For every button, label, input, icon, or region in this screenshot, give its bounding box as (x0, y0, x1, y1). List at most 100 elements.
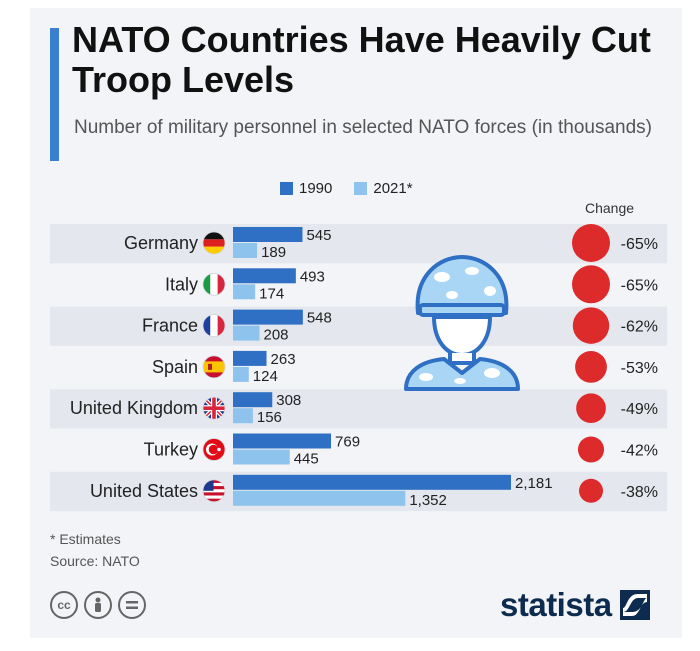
flag-part (203, 498, 225, 502)
value-label-1990-germany: 545 (306, 227, 331, 244)
row-background (50, 389, 667, 429)
category-label-italy: Italy (165, 274, 198, 294)
bar-2021-united-kingdom (233, 408, 253, 424)
flag-part (203, 246, 225, 254)
footnote: * Estimates Source: NATO (50, 528, 140, 572)
bar-2021-united-states (233, 490, 406, 506)
value-label-1990-france: 548 (307, 310, 332, 327)
attribution-icon (84, 591, 112, 619)
change-marker-united-states (579, 478, 603, 503)
flag-outline (202, 231, 226, 255)
chart-row-germany: Germany 545 189 -65% (50, 224, 667, 264)
accent-bar (50, 28, 59, 161)
flag-germany-icon (203, 232, 225, 254)
category-label-united-states: United States (90, 481, 198, 501)
flag-part (208, 444, 219, 455)
flag-outline (202, 314, 226, 338)
flag-france-icon (203, 314, 225, 337)
flag-part (203, 492, 225, 496)
legend-swatch-2021 (354, 182, 368, 195)
value-label-1990-united-states: 2,181 (515, 475, 553, 492)
chart-row-italy: Italy 493 174 -65% (165, 265, 658, 304)
category-label-united-kingdom: United Kingdom (70, 398, 198, 418)
flag-outline (202, 479, 226, 503)
flag-part (210, 314, 218, 337)
bar-2021-germany (233, 243, 258, 258)
value-label-2021-turkey: 445 (294, 451, 319, 468)
statista-wordmark: statista (500, 586, 612, 623)
legend-swatch-1990 (280, 182, 293, 195)
flag-united-kingdom-icon (203, 397, 225, 420)
row-background (50, 224, 667, 264)
change-marker-france (572, 307, 610, 344)
value-label-2021-united-states: 1,352 (409, 492, 447, 509)
bar-1990-germany (233, 227, 303, 242)
bar-2021-turkey (233, 449, 290, 465)
no-derivatives-icon (118, 591, 146, 619)
legend: 1990 2021* (280, 180, 435, 197)
flag-italy-icon (203, 273, 225, 296)
statista-logo-icon (619, 590, 650, 620)
flag-part (203, 273, 211, 296)
bar-1990-france (233, 309, 303, 325)
value-label-2021-spain: 124 (253, 368, 278, 385)
license-icons: cc (50, 591, 152, 619)
flag-part (203, 479, 214, 491)
flag-united-states-icon (203, 479, 225, 502)
creative-commons-icon: cc (50, 591, 78, 619)
flag-part (208, 363, 212, 370)
category-label-germany: Germany (124, 233, 198, 253)
bar-2021-spain (233, 366, 249, 382)
statista-brand[interactable]: statista (500, 586, 650, 624)
flag-part (203, 314, 211, 337)
flag-part (217, 273, 225, 296)
legend-label-2021: 2021* (373, 180, 413, 197)
flag-outline (202, 438, 226, 461)
change-marker-united-kingdom (576, 393, 606, 424)
legend-label-1990: 1990 (299, 180, 333, 197)
bar-1990-united-states (233, 474, 511, 490)
flag-part (203, 361, 225, 373)
value-label-1990-spain: 263 (271, 351, 296, 368)
estimates-note: * Estimates (50, 531, 121, 547)
change-label-germany: -65% (621, 236, 658, 253)
change-marker-italy (572, 265, 610, 304)
change-marker-spain (575, 351, 607, 383)
bar-2021-france (233, 325, 260, 341)
flag-turkey-icon (203, 438, 225, 461)
flag-outline (202, 355, 226, 379)
flag-spain-icon (203, 355, 225, 378)
source-note: Source: NATO (50, 553, 140, 569)
flag-part (203, 232, 225, 240)
chart-row-turkey: Turkey 769 445 -42% (144, 433, 658, 468)
category-label-turkey: Turkey (144, 440, 198, 460)
change-label-turkey: -42% (621, 443, 658, 460)
chart-row-france: France 548 208 -62% (50, 306, 667, 346)
flag-part (203, 239, 225, 247)
bar-2021-italy (233, 284, 256, 300)
change-label-united-states: -38% (621, 484, 658, 501)
value-label-2021-italy: 174 (259, 285, 284, 302)
chart-subtitle: Number of military personnel in selected… (74, 117, 652, 138)
change-label-spain: -53% (621, 360, 658, 377)
category-label-spain: Spain (152, 357, 198, 377)
value-label-2021-germany: 189 (261, 244, 286, 261)
bar-1990-united-kingdom (233, 392, 273, 408)
soldier-icon (404, 255, 520, 391)
flag-part (217, 447, 221, 452)
change-column-header: Change (585, 200, 635, 216)
change-label-united-kingdom: -49% (621, 401, 658, 418)
row-background (50, 306, 667, 346)
flag-outline (202, 272, 226, 296)
value-label-1990-italy: 493 (300, 268, 325, 285)
bar-1990-spain (233, 350, 267, 366)
flag-outline (202, 396, 226, 420)
bar-1990-italy (233, 268, 296, 284)
category-label-france: France (142, 316, 198, 336)
value-label-2021-united-kingdom: 156 (257, 409, 282, 426)
flag-part (217, 314, 225, 337)
flag-part (203, 479, 225, 483)
flag-part (203, 486, 225, 490)
